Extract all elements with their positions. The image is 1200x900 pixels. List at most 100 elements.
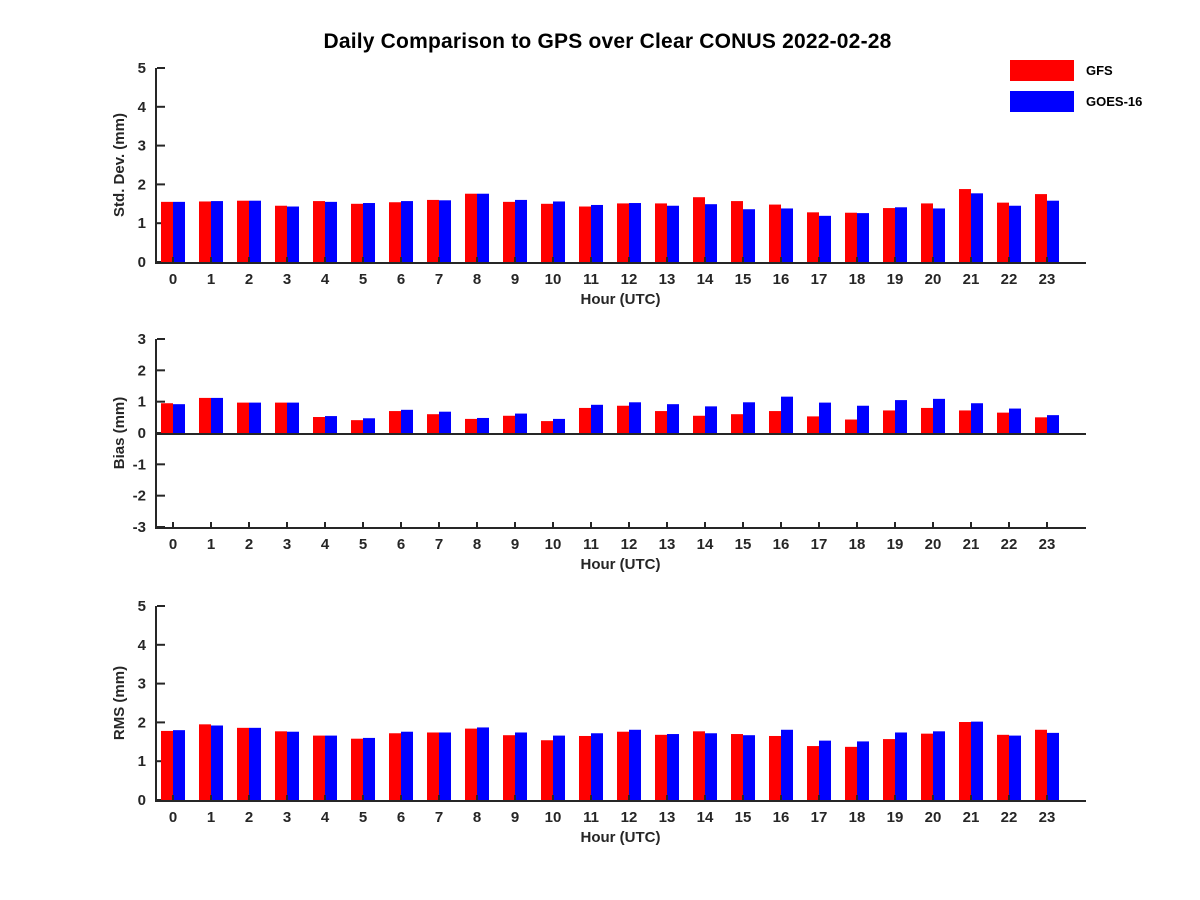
- std-dev-bar-goes-16-hour-23: [1047, 200, 1059, 262]
- rms-bar-gfs-hour-12: [617, 731, 629, 800]
- std-dev-x-tick-label: 2: [245, 271, 253, 288]
- std-dev-bar-goes-16-hour-16: [781, 208, 793, 262]
- rms-bar-goes-16-hour-18: [857, 741, 869, 800]
- std-dev-x-tick-label: 5: [359, 271, 367, 288]
- bias-x-tick-label: 10: [545, 536, 562, 553]
- bias-bar-gfs-hour-7: [427, 414, 439, 433]
- bias-bar-gfs-hour-23: [1035, 417, 1047, 433]
- std-dev-bar-gfs-hour-12: [617, 203, 629, 262]
- bias-bar-goes-16-hour-20: [933, 398, 945, 433]
- rms-bar-goes-16-hour-7: [439, 732, 451, 800]
- rms-x-tick-label: 5: [359, 809, 367, 826]
- std-dev-x-tick-label: 19: [887, 271, 904, 288]
- rms-bar-goes-16-hour-6: [401, 731, 413, 800]
- rms-bar-gfs-hour-5: [351, 738, 363, 800]
- rms-x-tick-label: 3: [283, 809, 291, 826]
- rms-y-tick-label: 5: [138, 598, 146, 615]
- std-dev-bar-goes-16-hour-12: [629, 203, 641, 262]
- bias-y-tick-label: 0: [138, 425, 146, 442]
- rms-bar-gfs-hour-1: [199, 724, 211, 800]
- std-dev-bar-goes-16-hour-10: [553, 201, 565, 262]
- bias-bar-gfs-hour-14: [693, 415, 705, 433]
- bias-x-tick-label: 19: [887, 536, 904, 553]
- rms-x-tick-label: 15: [735, 809, 752, 826]
- std-dev-x-tick-label: 22: [1001, 271, 1018, 288]
- bias-x-tick-label: 6: [397, 536, 405, 553]
- std-dev-bar-goes-16-hour-6: [401, 201, 413, 262]
- bias-bar-goes-16-hour-17: [819, 402, 831, 433]
- bias-bar-goes-16-hour-12: [629, 402, 641, 433]
- rms-x-tick-label: 7: [435, 809, 443, 826]
- bias-x-tick-label: 1: [207, 536, 215, 553]
- std-dev-bar-goes-16-hour-20: [933, 208, 945, 262]
- rms-bar-goes-16-hour-19: [895, 732, 907, 800]
- bias-x-tick-label: 15: [735, 536, 752, 553]
- bias-bar-goes-16-hour-7: [439, 411, 451, 433]
- rms-bar-gfs-hour-6: [389, 733, 401, 800]
- rms-y-axis-label: RMS (mm): [111, 666, 128, 740]
- bias-x-tick-label: 13: [659, 536, 676, 553]
- bias-bar-goes-16-hour-16: [781, 396, 793, 433]
- std-dev-x-tick-label: 13: [659, 271, 676, 288]
- std-dev-bar-goes-16-hour-22: [1009, 205, 1021, 262]
- bias-bar-goes-16-hour-13: [667, 404, 679, 433]
- rms-x-tick-label: 1: [207, 809, 215, 826]
- bias-bar-goes-16-hour-15: [743, 402, 755, 433]
- std-dev-x-tick-label: 21: [963, 271, 980, 288]
- rms-bar-gfs-hour-4: [313, 735, 325, 800]
- rms-bar-goes-16-hour-15: [743, 735, 755, 800]
- bias-bar-gfs-hour-5: [351, 420, 363, 433]
- rms-bar-goes-16-hour-22: [1009, 735, 1021, 800]
- std-dev-x-tick-label: 4: [321, 271, 330, 288]
- std-dev-x-tick-label: 16: [773, 271, 790, 288]
- bias-y-tick-label: -2: [133, 488, 146, 505]
- rms-x-axis-label: Hour (UTC): [581, 829, 661, 846]
- figure-title: Daily Comparison to GPS over Clear CONUS…: [323, 30, 892, 53]
- rms-bar-goes-16-hour-3: [287, 731, 299, 800]
- bias-bar-goes-16-hour-22: [1009, 408, 1021, 433]
- bias-x-tick-label: 21: [963, 536, 980, 553]
- std-dev-bar-gfs-hour-16: [769, 204, 781, 262]
- std-dev-bar-gfs-hour-1: [199, 201, 211, 262]
- std-dev-x-tick-label: 0: [169, 271, 177, 288]
- bias-x-tick-label: 17: [811, 536, 828, 553]
- bias-x-tick-label: 12: [621, 536, 638, 553]
- std-dev-x-tick-label: 20: [925, 271, 942, 288]
- std-dev-bar-goes-16-hour-15: [743, 209, 755, 262]
- bias-bar-gfs-hour-3: [275, 402, 287, 433]
- rms-x-tick-label: 4: [321, 809, 330, 826]
- bias-bar-gfs-hour-11: [579, 407, 591, 433]
- std-dev-x-tick-label: 23: [1039, 271, 1056, 288]
- std-dev-x-tick-label: 3: [283, 271, 291, 288]
- rms-bar-gfs-hour-9: [503, 735, 515, 800]
- std-dev-bar-gfs-hour-19: [883, 208, 895, 262]
- rms-bar-goes-16-hour-12: [629, 729, 641, 800]
- bias-x-tick-label: 5: [359, 536, 367, 553]
- rms-y-tick-label: 0: [138, 792, 146, 809]
- std-dev-bar-gfs-hour-18: [845, 212, 857, 262]
- rms-bar-gfs-hour-14: [693, 731, 705, 800]
- rms-y-tick-label: 4: [138, 637, 147, 654]
- std-dev-bar-gfs-hour-4: [313, 201, 325, 262]
- std-dev-x-tick-label: 8: [473, 271, 481, 288]
- std-dev-bar-goes-16-hour-2: [249, 200, 261, 262]
- std-dev-bar-gfs-hour-10: [541, 203, 553, 262]
- std-dev-bar-goes-16-hour-5: [363, 203, 375, 262]
- std-dev-y-tick-label: 5: [138, 60, 146, 77]
- rms-bar-goes-16-hour-10: [553, 735, 565, 800]
- bias-x-tick-label: 2: [245, 536, 253, 553]
- rms-bar-goes-16-hour-16: [781, 729, 793, 800]
- std-dev-y-tick-label: 4: [138, 99, 147, 116]
- std-dev-bar-goes-16-hour-3: [287, 206, 299, 262]
- rms-x-tick-label: 9: [511, 809, 519, 826]
- std-dev-x-tick-label: 11: [583, 271, 599, 288]
- std-dev-bar-gfs-hour-5: [351, 203, 363, 262]
- rms-x-tick-label: 12: [621, 809, 638, 826]
- std-dev-bar-goes-16-hour-8: [477, 193, 489, 262]
- bias-bar-gfs-hour-0: [161, 403, 173, 433]
- bias-x-tick-label: 18: [849, 536, 866, 553]
- bias-bar-goes-16-hour-5: [363, 418, 375, 433]
- bias-bar-goes-16-hour-14: [705, 406, 717, 433]
- rms-bar-goes-16-hour-13: [667, 734, 679, 800]
- std-dev-x-tick-label: 17: [811, 271, 828, 288]
